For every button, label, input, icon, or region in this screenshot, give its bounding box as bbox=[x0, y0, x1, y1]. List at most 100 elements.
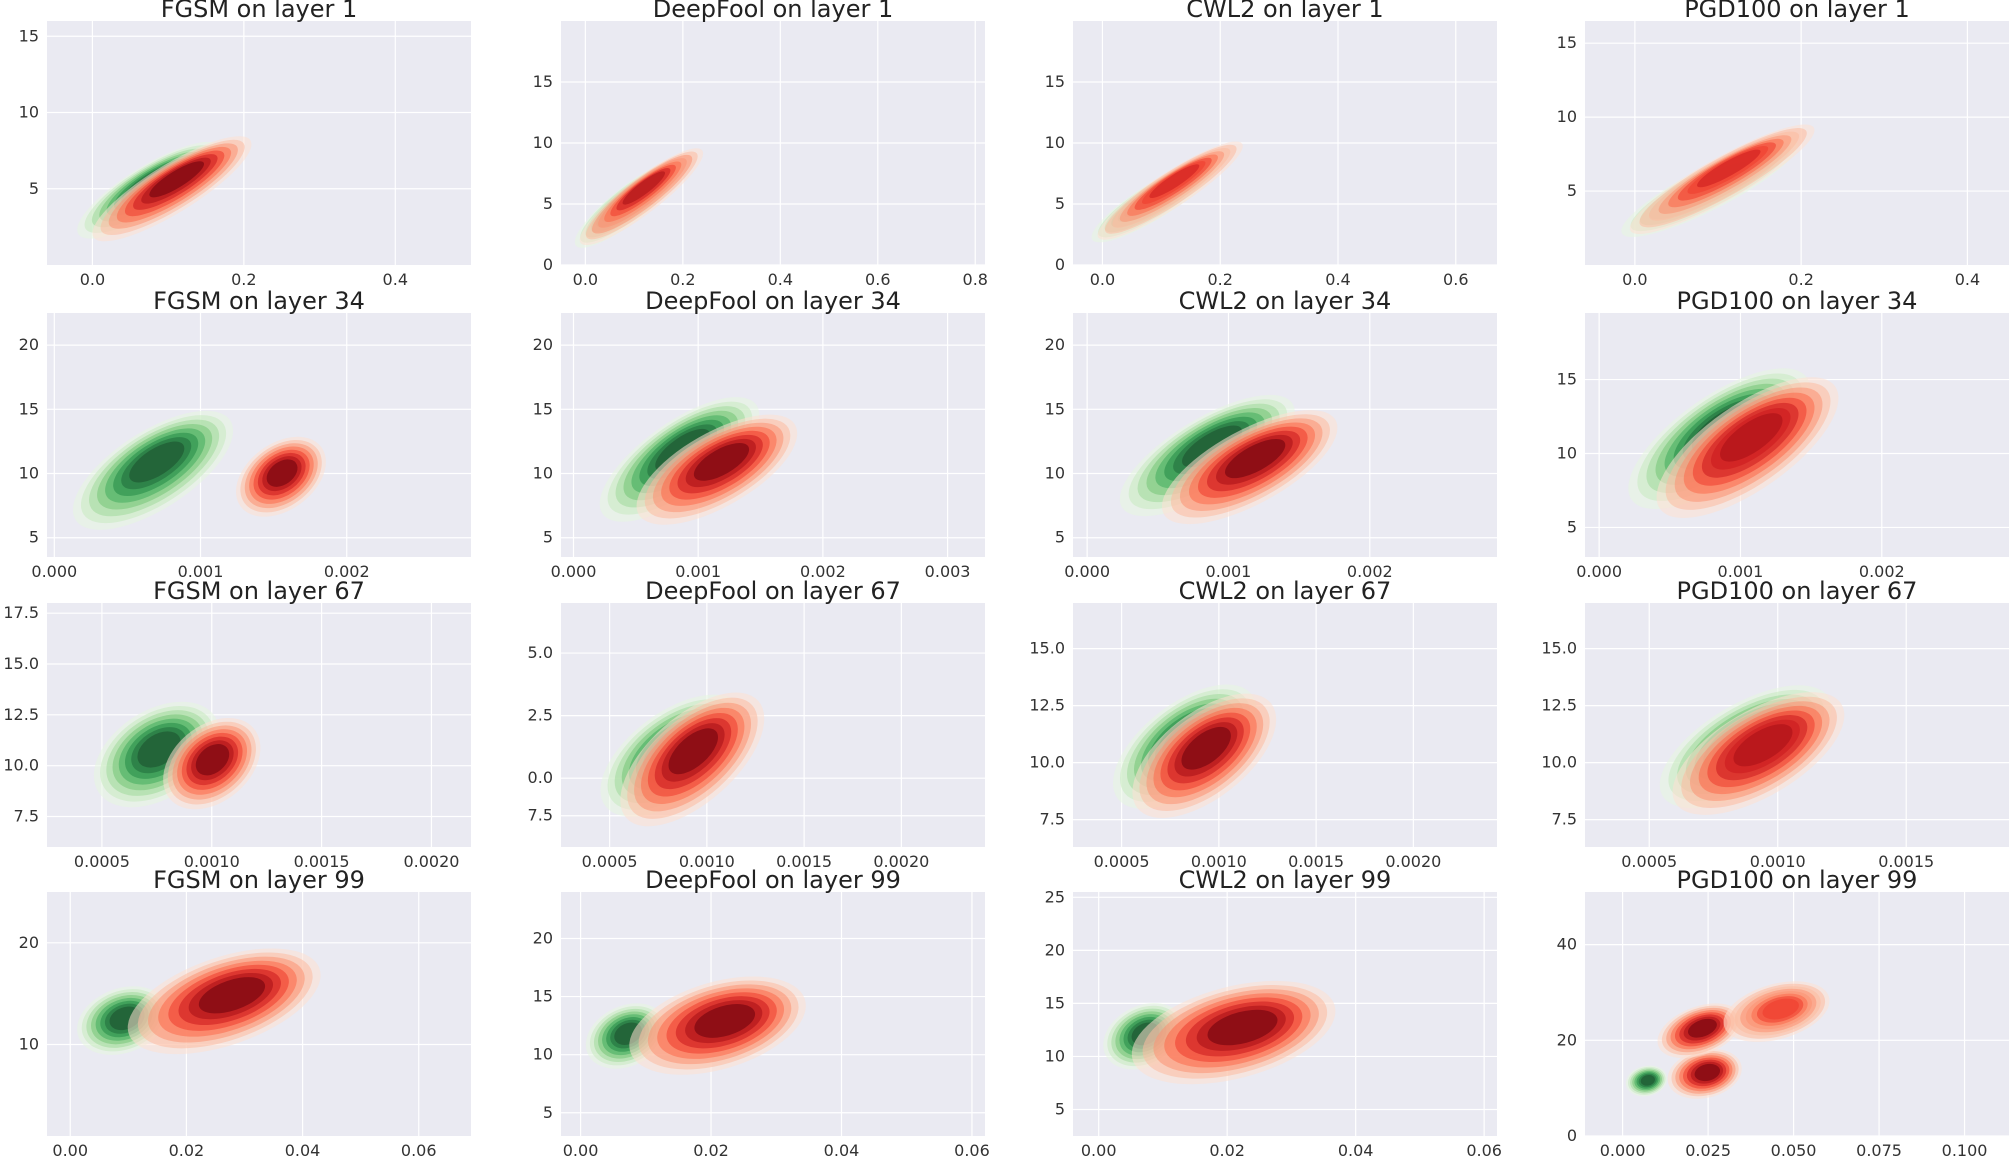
x-tick-label: 0.00 bbox=[52, 1141, 88, 1156]
y-tick-label: 5 bbox=[29, 528, 39, 547]
subplot-5: 0.000 0.001 0.002 5 10 15 20 FGSM on layer 34 bbox=[19, 287, 471, 581]
y-tick-label: 10 bbox=[19, 1035, 39, 1054]
y-tick-label: 10 bbox=[1045, 464, 1065, 483]
y-tick-label: 20 bbox=[533, 335, 553, 354]
y-tick-label: 25 bbox=[1045, 887, 1065, 906]
density-level bbox=[1733, 724, 1793, 767]
y-tick-label: 40 bbox=[1557, 935, 1577, 954]
y-tick-label: 12.5 bbox=[1029, 696, 1065, 715]
y-tick-label: 5.0 bbox=[528, 643, 553, 662]
subplot-11: 0.0005 0.0010 0.0015 0.0020 7.5 10.0 12.5 15.0 C… bbox=[1029, 577, 1497, 871]
subplot-10: 0.0005 0.0010 0.0015 0.0020 7.5 0.0 2.5 5.0 Deep… bbox=[528, 577, 985, 871]
subplot-3: 0.0 0.2 0.4 0.6 0 5 10 15 CWL2 on layer 1 bbox=[1045, 0, 1497, 289]
y-tick-label: 15.0 bbox=[1029, 639, 1065, 658]
x-tick-label: 0.04 bbox=[285, 1141, 321, 1156]
x-tick-label: 0.002 bbox=[1859, 562, 1905, 581]
y-tick-label: 15.0 bbox=[1541, 639, 1577, 658]
y-tick-label: 12.5 bbox=[3, 705, 39, 724]
subplot-title: FGSM on layer 34 bbox=[153, 287, 365, 315]
series-adversarial bbox=[620, 692, 765, 827]
series-adversarial bbox=[1132, 693, 1277, 818]
series-adversarial bbox=[1161, 410, 1338, 525]
y-tick-label: 20 bbox=[1557, 1030, 1577, 1049]
subplot-title: DeepFool on layer 99 bbox=[645, 866, 901, 894]
y-tick-label: 5 bbox=[29, 179, 39, 198]
x-tick-label: 0.0010 bbox=[679, 852, 735, 871]
density-level bbox=[1640, 1074, 1655, 1086]
y-tick-label: 15 bbox=[1045, 993, 1065, 1012]
x-tick-label: 0.0015 bbox=[1878, 852, 1934, 871]
x-tick-label: 0.2 bbox=[1207, 270, 1232, 289]
series-adversarial bbox=[236, 436, 326, 517]
x-tick-label: 0.0020 bbox=[403, 852, 459, 871]
series-adversarial bbox=[1657, 981, 1830, 1099]
density-level bbox=[1149, 164, 1200, 199]
y-tick-label: 7.5 bbox=[14, 807, 39, 826]
y-tick-label: 10 bbox=[1045, 133, 1065, 152]
x-tick-label: 0.0010 bbox=[1191, 852, 1247, 871]
subplot-2: 0.0 0.2 0.4 0.6 0.8 0 5 10 15 DeepFool on layer 1 bbox=[533, 0, 988, 289]
y-tick-label: 5 bbox=[543, 194, 553, 213]
x-tick-label: 0.6 bbox=[1443, 270, 1468, 289]
series-adversarial bbox=[636, 414, 798, 525]
series-adversarial bbox=[1097, 141, 1243, 240]
x-tick-label: 0.050 bbox=[1771, 1141, 1817, 1156]
x-tick-label: 0.000 bbox=[1064, 562, 1110, 581]
density-level bbox=[1207, 1009, 1278, 1046]
x-tick-label: 0.002 bbox=[800, 562, 846, 581]
series-adversarial bbox=[629, 976, 806, 1075]
x-tick-label: 0.4 bbox=[383, 270, 408, 289]
x-tick-label: 0.04 bbox=[824, 1141, 860, 1156]
x-tick-label: 0.0 bbox=[573, 270, 598, 289]
subplot-14: 0.00 0.02 0.04 0.06 5 10 15 20 DeepFool on layer… bbox=[533, 866, 990, 1156]
subplot-8: 0.000 0.001 0.002 5 10 15 PGD100 on layer 34 bbox=[1557, 287, 2009, 581]
y-tick-label: 20 bbox=[533, 928, 553, 947]
series-clean bbox=[72, 410, 234, 530]
x-tick-label: 0.0010 bbox=[1750, 852, 1806, 871]
x-tick-label: 0.001 bbox=[1718, 562, 1764, 581]
density-level bbox=[1697, 149, 1761, 188]
y-tick-label: 10 bbox=[1557, 107, 1577, 126]
series-adversarial bbox=[127, 948, 321, 1055]
subplot-4: 0.0 0.2 0.4 5 10 15 PGD100 on layer 1 bbox=[1557, 0, 2009, 289]
x-tick-label: 0.0015 bbox=[776, 852, 832, 871]
y-tick-label: 15.0 bbox=[3, 654, 39, 673]
plot-area bbox=[1073, 603, 1497, 847]
density-level bbox=[1182, 425, 1243, 468]
series-adversarial bbox=[1656, 377, 1839, 518]
y-tick-label: 20 bbox=[19, 933, 39, 952]
series-adversarial bbox=[1672, 692, 1845, 815]
subplot-16: 0.000 0.025 0.050 0.075 0.100 0 20 40 PGD100 on … bbox=[1557, 866, 2009, 1156]
grid bbox=[47, 603, 471, 847]
y-tick-label: 5 bbox=[1055, 1099, 1065, 1118]
y-tick-label: 10 bbox=[533, 1045, 553, 1064]
y-tick-label: 7.5 bbox=[528, 806, 553, 825]
subplot-title: FGSM on layer 1 bbox=[161, 0, 358, 23]
subplot-title: DeepFool on layer 67 bbox=[645, 577, 901, 605]
y-tick-label: 10 bbox=[533, 133, 553, 152]
x-tick-label: 0.001 bbox=[1206, 562, 1252, 581]
x-tick-label: 0.0005 bbox=[1094, 852, 1150, 871]
y-tick-label: 5 bbox=[543, 528, 553, 547]
x-tick-label: 0.002 bbox=[1347, 562, 1393, 581]
subplot-title: CWL2 on layer 99 bbox=[1179, 866, 1392, 894]
density-level bbox=[693, 442, 750, 481]
y-tick-label: 20 bbox=[19, 335, 39, 354]
x-tick-label: 0.100 bbox=[1942, 1141, 1988, 1156]
y-tick-label: 15 bbox=[533, 72, 553, 91]
y-tick-label: 10 bbox=[19, 464, 39, 483]
x-tick-label: 0.0 bbox=[80, 270, 105, 289]
x-tick-label: 0.02 bbox=[1209, 1141, 1245, 1156]
y-tick-label: 20 bbox=[1045, 335, 1065, 354]
subplot-title: PGD100 on layer 67 bbox=[1677, 577, 1918, 605]
subplot-title: FGSM on layer 67 bbox=[153, 577, 365, 605]
y-tick-label: 0 bbox=[1567, 1126, 1577, 1145]
density-level bbox=[129, 441, 185, 483]
x-tick-label: 0.4 bbox=[768, 270, 793, 289]
density-level bbox=[149, 161, 205, 198]
y-tick-label: 5 bbox=[1055, 194, 1065, 213]
x-tick-label: 0.000 bbox=[31, 562, 77, 581]
y-tick-label: 10.0 bbox=[1029, 753, 1065, 772]
x-tick-label: 0.001 bbox=[675, 562, 721, 581]
